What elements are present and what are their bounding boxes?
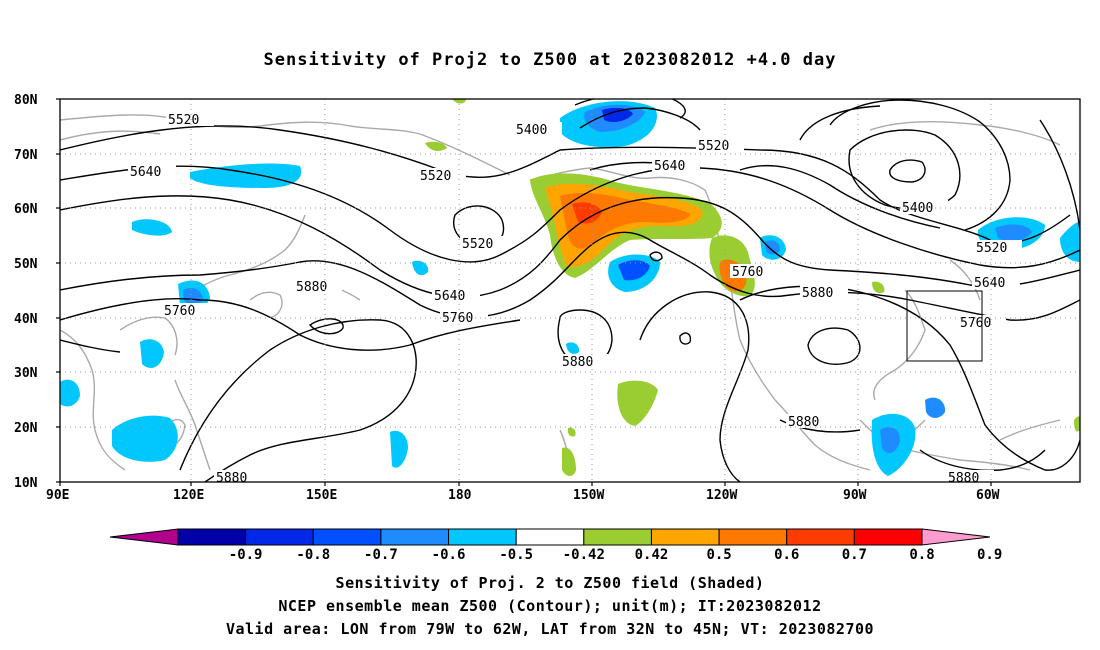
lat-label: 80N <box>14 93 38 108</box>
shade-pos-arctic2 <box>452 99 466 104</box>
contour-label: 5880 <box>802 286 833 301</box>
lon-labels: 90E 120E 150E 180 150W 120W 90W 60W <box>46 488 1000 503</box>
shade-neg-alaska-inner <box>602 107 633 122</box>
chart-title: Sensitivity of Proj2 to Z500 at 20230820… <box>263 50 837 70</box>
shade-neg-siberia-small <box>132 219 172 236</box>
colorbar-box <box>448 528 517 546</box>
shade-neg-caribbean-core <box>880 427 900 454</box>
valid-area-box <box>906 290 983 362</box>
colorbar-tick-label: -0.42 <box>563 547 605 563</box>
colorbar-tick-label: -0.7 <box>364 547 398 563</box>
colorbar-box <box>650 528 720 546</box>
shade-neg-siberia <box>190 163 302 188</box>
shade-neg-indochina <box>140 339 164 368</box>
caption-shaded: Sensitivity of Proj. 2 to Z500 field (Sh… <box>335 574 765 592</box>
colorbar-tick-label: 0.9 <box>977 547 1002 563</box>
contour-label: 5880 <box>216 471 247 486</box>
colorbar-box <box>312 528 382 546</box>
shade-neg-atlantic-core <box>995 224 1032 242</box>
shade-pos-mid-green <box>617 380 658 426</box>
colorbar-box <box>177 528 247 546</box>
contour-label: 5520 <box>168 113 199 128</box>
contour-label: 5760 <box>732 265 763 280</box>
shade-pos-right <box>1074 416 1080 432</box>
shade-pos-arctic <box>425 141 447 151</box>
contour-label: 5400 <box>902 201 933 216</box>
shade-neg-seaok-core <box>618 260 650 281</box>
shade-pos-gulf <box>872 281 885 294</box>
colorbar-box <box>718 528 788 546</box>
contour-label: 5880 <box>948 471 979 486</box>
caption-valid-area: Valid area: LON from 79W to 62W, LAT fro… <box>225 620 875 638</box>
shaded-sensitivity <box>60 99 1080 476</box>
contour-label: 5760 <box>442 311 473 326</box>
colorbar-tick-label: 0.6 <box>774 547 799 563</box>
contour-label: 5640 <box>654 159 685 174</box>
lon-label: 120W <box>706 488 737 503</box>
colorbar-tick-label: 0.8 <box>909 547 934 563</box>
contour-label: 5880 <box>788 415 819 430</box>
shade-pos-sw <box>562 447 576 476</box>
colorbar-box <box>245 528 314 546</box>
colorbar-box <box>786 528 855 546</box>
contour-label: 5640 <box>974 276 1005 291</box>
lon-label: 180 <box>448 488 472 503</box>
lat-label: 50N <box>14 257 38 272</box>
colorbar-box <box>583 528 652 546</box>
contour-label: 5520 <box>698 139 729 154</box>
colorbar-box <box>515 528 585 546</box>
shade-neg-scs <box>112 415 178 462</box>
lon-label: 150E <box>306 488 337 503</box>
colorbar-box <box>853 528 923 546</box>
colorbar-high-triangle <box>921 528 991 546</box>
colorbar-tick-label: 0.7 <box>842 547 867 563</box>
contour-label: 5880 <box>296 280 327 295</box>
colorbar-tick-label: -0.6 <box>432 547 466 563</box>
contour-label: 5760 <box>960 316 991 331</box>
caption-contour: NCEP ensemble mean Z500 (Contour); unit(… <box>278 597 822 615</box>
colorbar-tick-label: 0.5 <box>706 547 731 563</box>
gridlines <box>60 99 1080 482</box>
lat-label: 20N <box>14 421 38 436</box>
colorbar-box <box>380 528 450 546</box>
contour-label: 5640 <box>130 165 161 180</box>
lon-label: 90W <box>843 488 867 503</box>
lon-label: 150W <box>573 488 604 503</box>
shade-neg-india <box>60 379 80 407</box>
colorbar-tick-label: -0.5 <box>499 547 533 563</box>
lon-label: 60W <box>976 488 1000 503</box>
contour-label: 5520 <box>976 241 1007 256</box>
contour-label: 5880 <box>562 355 593 370</box>
shade-neg-hawaii <box>566 342 580 354</box>
lat-labels: 80N 70N 60N 50N 40N 30N 20N 10N <box>14 93 38 491</box>
colorbar-tick-label: -0.9 <box>229 547 263 563</box>
contour-label: 5520 <box>420 169 451 184</box>
shade-pos-pac-small <box>567 427 576 437</box>
colorbar-low-triangle <box>109 528 179 546</box>
contour-label: 5640 <box>434 289 465 304</box>
colorbar: -0.9 -0.8 -0.7 -0.6 -0.5 -0.42 0.42 0.5 0.6 0.7 0.… <box>109 528 1002 563</box>
lat-label: 70N <box>14 148 38 163</box>
lat-label: 10N <box>14 476 38 491</box>
shade-pos-alaska-red <box>572 202 602 224</box>
contour-label: 5520 <box>462 237 493 252</box>
lat-label: 40N <box>14 312 38 327</box>
shade-neg-nw-core <box>765 240 780 255</box>
lon-label: 90E <box>46 488 69 503</box>
plot-border <box>59 98 1081 483</box>
lat-label: 60N <box>14 202 38 217</box>
contour-label: 5760 <box>164 304 195 319</box>
colorbar-tick-label: -0.8 <box>296 547 330 563</box>
lon-label: 120E <box>173 488 204 503</box>
shade-neg-pac-small <box>412 260 429 276</box>
contour-labels: 5520 5640 5400 5520 5640 5520 5520 5400 … <box>128 112 1022 486</box>
shade-neg-bahamas <box>925 397 946 418</box>
contour-label: 5400 <box>516 123 547 138</box>
shade-neg-pacific <box>390 430 408 468</box>
tick-marks <box>56 98 992 486</box>
lat-label: 30N <box>14 366 38 381</box>
colorbar-tick-label: 0.42 <box>635 547 669 563</box>
